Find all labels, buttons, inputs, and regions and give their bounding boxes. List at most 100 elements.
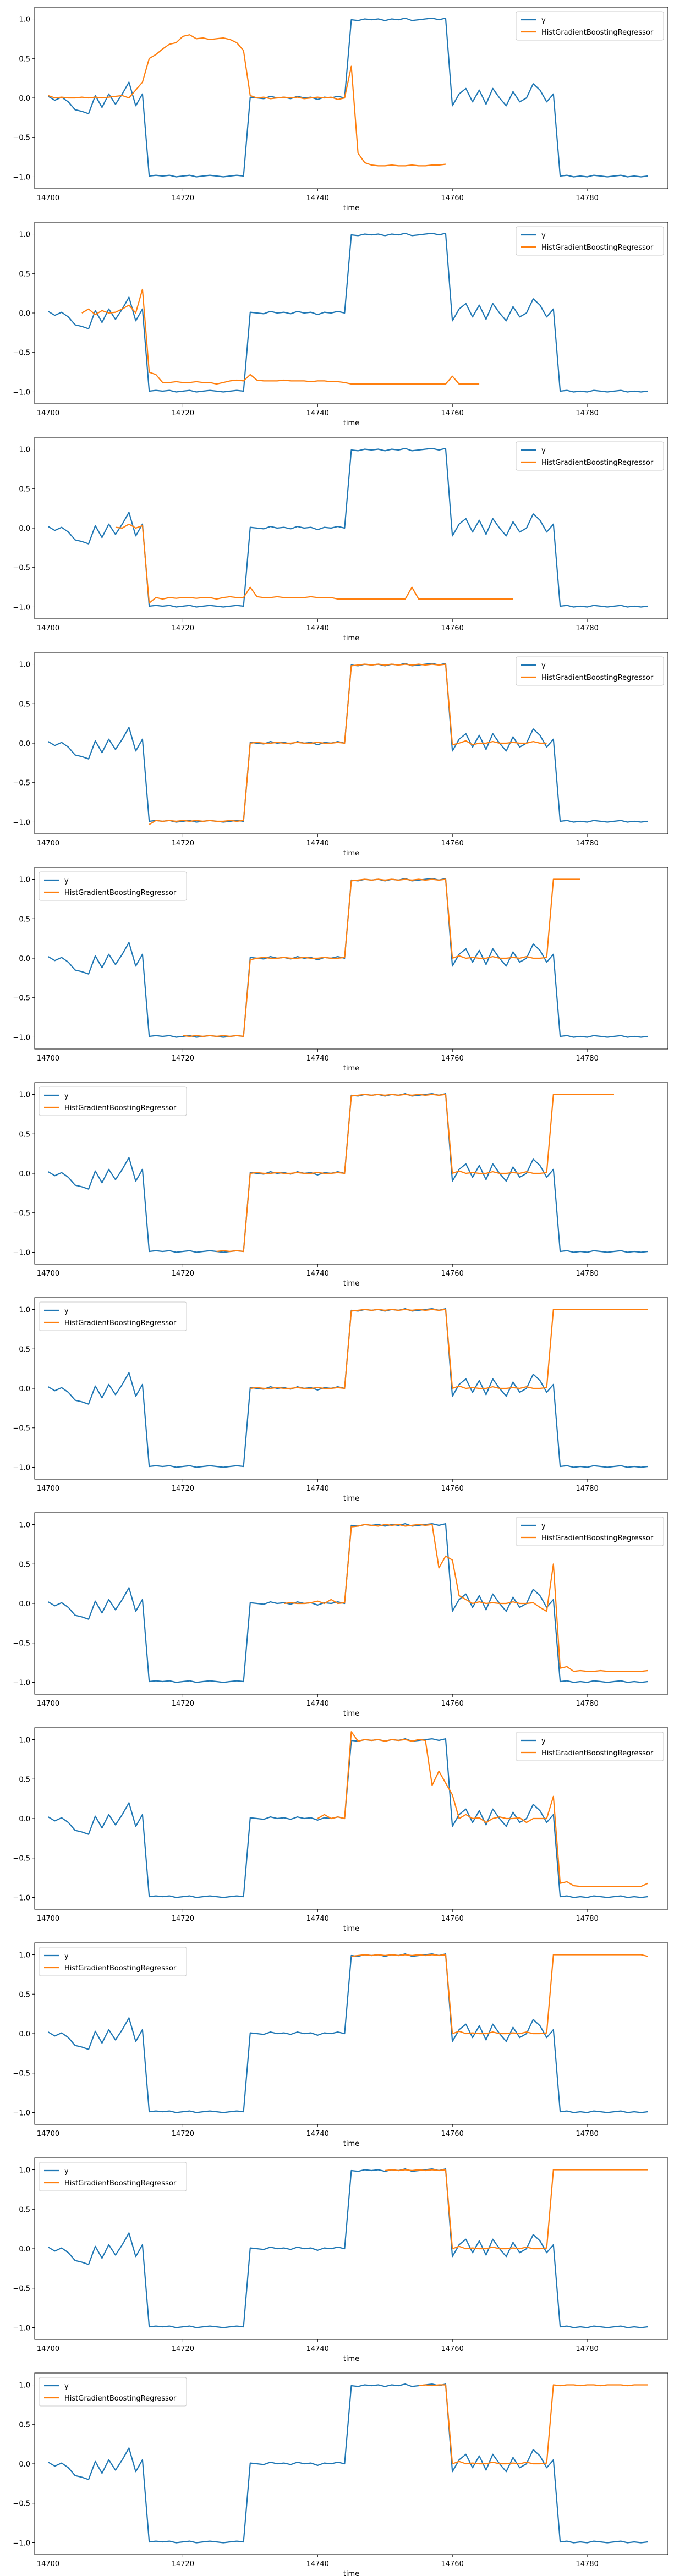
subplot-5: −1.0 −0.5 0.0 0.5 1.0 14700 14720 14740 14760 147… (13, 867, 668, 1073)
y-tick-label: 1.0 (19, 1952, 30, 1960)
legend: y HistGradientBoostingRegressor (516, 11, 664, 41)
y-tick-label: 0.5 (19, 1561, 30, 1569)
subplot-1: −1.0 −0.5 0.0 0.5 1.0 14700 14720 14740 14760 147… (13, 7, 668, 212)
y-tick-label: 0.5 (19, 2421, 30, 2429)
series-line-model (216, 1094, 614, 1253)
subplot-8: −1.0 −0.5 0.0 0.5 1.0 14700 14720 14740 14760 147… (13, 1512, 668, 1718)
y-tick-label: 0.0 (19, 1600, 30, 1608)
x-tick-label: 14760 (441, 1915, 463, 1923)
y-tick-label: 0.5 (19, 55, 30, 63)
x-axis-label: time (343, 1279, 359, 1288)
y-tick-label: 1.0 (19, 661, 30, 669)
subplot-7: −1.0 −0.5 0.0 0.5 1.0 14700 14720 14740 14760 147… (13, 1297, 668, 1503)
legend: y HistGradientBoostingRegressor (516, 1517, 664, 1546)
legend-box (39, 1086, 187, 1116)
series-line-y (47, 1953, 648, 2113)
y-tick-label: −0.5 (13, 134, 30, 142)
y-tick-label: 0.5 (19, 915, 30, 924)
series-line-model (283, 1524, 648, 1672)
subplot-2: −1.0 −0.5 0.0 0.5 1.0 14700 14720 14740 14760 147… (13, 222, 668, 427)
y-tick-label: 0.0 (19, 955, 30, 963)
y-tick-label: 0.5 (19, 270, 30, 278)
x-tick-label: 14780 (576, 2560, 598, 2568)
x-tick-label: 14740 (306, 1270, 329, 1278)
x-tick-label: 14700 (37, 194, 59, 202)
x-tick-label: 14760 (441, 2345, 463, 2353)
x-tick-label: 14780 (576, 2130, 598, 2138)
y-tick-label: 0.5 (19, 1776, 30, 1784)
y-tick-label: 0.5 (19, 485, 30, 493)
legend-label-model: HistGradientBoostingRegressor (64, 1964, 177, 1973)
series-line-y (47, 18, 648, 178)
y-tick-label: −0.5 (13, 2285, 30, 2293)
y-tick-label: 1.0 (19, 2382, 30, 2390)
y-tick-label: 0.5 (19, 700, 30, 708)
y-tick-label: 1.0 (19, 231, 30, 239)
x-tick-label: 14700 (37, 1270, 59, 1278)
series-line-y (47, 233, 648, 393)
x-axis-label: time (343, 849, 359, 858)
x-axis-label: time (343, 2355, 359, 2363)
legend-label-y: y (64, 1952, 69, 1960)
legend: y HistGradientBoostingRegressor (39, 1947, 187, 1976)
y-tick-label: 0.0 (19, 310, 30, 318)
series-line-model (183, 878, 580, 1037)
x-tick-label: 14700 (37, 1915, 59, 1923)
y-tick-label: 1.0 (19, 1306, 30, 1315)
subplot-3: −1.0 −0.5 0.0 0.5 1.0 14700 14720 14740 14760 147… (13, 437, 668, 642)
legend-label-y: y (541, 1522, 546, 1530)
y-tick-label: 0.0 (19, 1170, 30, 1178)
x-axis-label: time (343, 2570, 359, 2576)
x-tick-label: 14780 (576, 2345, 598, 2353)
y-tick-label: 1.0 (19, 446, 30, 454)
legend-box (516, 441, 664, 471)
y-tick-label: −0.5 (13, 1855, 30, 1863)
y-tick-label: 0.0 (19, 1385, 30, 1393)
x-tick-label: 14760 (441, 2130, 463, 2138)
x-tick-label: 14720 (172, 1054, 194, 1063)
legend-box (39, 1301, 187, 1331)
x-tick-label: 14760 (441, 2560, 463, 2568)
legend-box (39, 2162, 187, 2191)
x-tick-label: 14700 (37, 1485, 59, 1493)
legend-box (39, 2377, 187, 2407)
y-tick-label: −0.5 (13, 564, 30, 573)
x-tick-label: 14700 (37, 1054, 59, 1063)
y-tick-label: 1.0 (19, 876, 30, 885)
legend-label-model: HistGradientBoostingRegressor (541, 1534, 654, 1542)
legend-label-y: y (64, 2167, 69, 2176)
x-tick-label: 14760 (441, 1054, 463, 1063)
legend-label-model: HistGradientBoostingRegressor (64, 2179, 177, 2188)
legend-label-y: y (64, 1092, 69, 1100)
y-tick-label: 1.0 (19, 2167, 30, 2175)
legend-box (39, 871, 187, 901)
x-tick-label: 14720 (172, 194, 194, 202)
y-tick-label: −1.0 (13, 1464, 30, 1472)
legend-label-y: y (64, 2382, 69, 2391)
y-tick-label: −0.5 (13, 2500, 30, 2508)
x-tick-label: 14760 (441, 194, 463, 202)
y-tick-label: −1.0 (13, 603, 30, 612)
y-tick-label: −0.5 (13, 1425, 30, 1433)
series-line-model (250, 1309, 648, 1389)
x-tick-label: 14760 (441, 409, 463, 418)
x-tick-label: 14700 (37, 839, 59, 848)
series-line-y (47, 2383, 648, 2544)
x-tick-label: 14700 (37, 1700, 59, 1708)
series-line-model (317, 1731, 648, 1887)
y-tick-label: −0.5 (13, 349, 30, 358)
x-tick-label: 14740 (306, 624, 329, 633)
x-tick-label: 14760 (441, 1485, 463, 1493)
legend-label-model: HistGradientBoostingRegressor (541, 244, 654, 252)
series-line-model (115, 523, 513, 604)
legend-label-y: y (541, 1737, 546, 1745)
series-line-model (418, 2384, 648, 2465)
legend: y HistGradientBoostingRegressor (39, 2162, 187, 2191)
legend-label-y: y (64, 877, 69, 885)
x-tick-label: 14700 (37, 2130, 59, 2138)
y-tick-label: −1.0 (13, 1894, 30, 1902)
series-line-model (385, 2169, 648, 2250)
x-tick-label: 14740 (306, 2345, 329, 2353)
